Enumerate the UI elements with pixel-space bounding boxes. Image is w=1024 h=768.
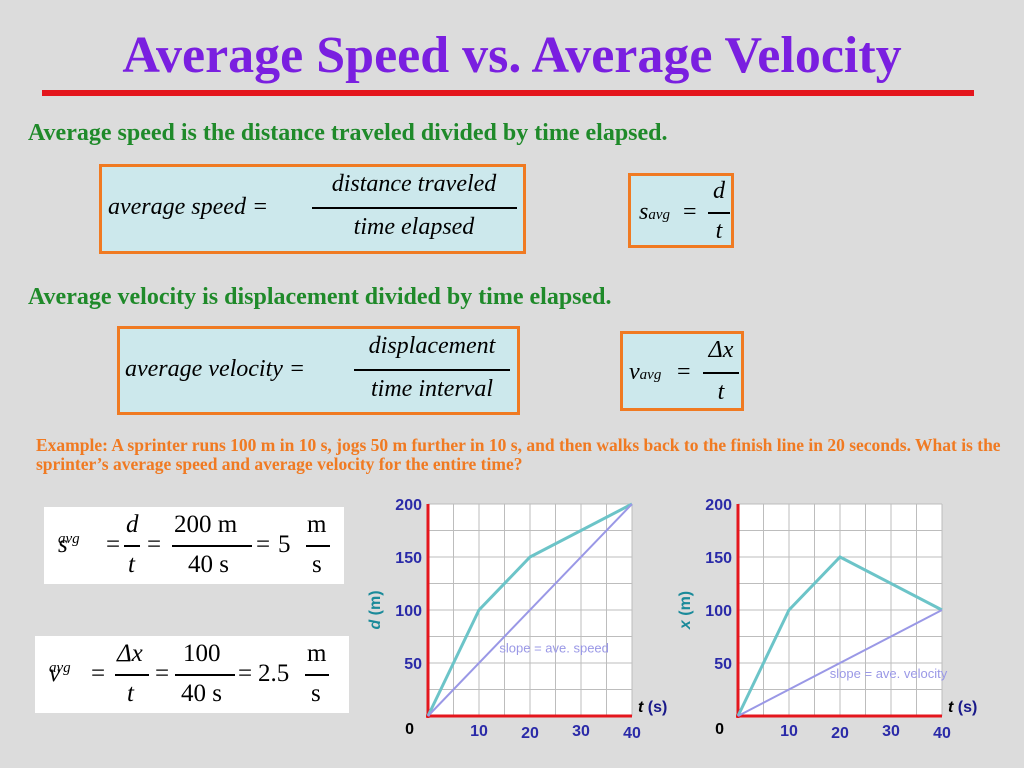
speed-calculation: s avg = d t = 200 m 40 s = 5 m s <box>44 507 344 584</box>
x-tick-label: 30 <box>572 723 590 740</box>
calc-dx: Δx <box>117 640 143 667</box>
eq-sign: = <box>677 359 691 385</box>
x-tick-label: 20 <box>831 725 849 742</box>
y-axis-label: x (m) <box>677 591 694 630</box>
fraction-bar <box>703 372 739 374</box>
series-line-slope <box>427 503 633 717</box>
series-line-slope <box>737 609 943 717</box>
y-tick-label: 150 <box>705 550 732 567</box>
x-tick-label: 10 <box>470 723 488 740</box>
origin-label: 0 <box>715 721 724 738</box>
y-tick-label: 100 <box>395 603 422 620</box>
x-axis-label: t (s) <box>948 699 977 716</box>
fraction-bar <box>305 674 329 676</box>
origin-label: 0 <box>405 721 414 738</box>
slide-title: Average Speed vs. Average Velocity <box>122 27 902 84</box>
x-tick-label: 40 <box>933 725 951 742</box>
eq-lhs: average velocity = <box>125 356 306 382</box>
calc-eq: = <box>91 660 106 687</box>
slope-annotation: slope = ave. velocity <box>830 666 948 681</box>
calc-distance: 200 m <box>174 511 238 538</box>
calc-result: 5 <box>278 531 291 558</box>
y-tick-label: 200 <box>395 497 422 514</box>
eq-numerator: Δx <box>708 337 734 363</box>
calc-result: 2.5 <box>258 660 290 687</box>
fraction-bar <box>354 369 510 371</box>
fraction-bar <box>306 545 330 547</box>
eq-lhs: average speed = <box>108 194 269 220</box>
y-tick-label: 200 <box>705 497 732 514</box>
y-tick-label: 100 <box>705 603 732 620</box>
calc-time: 40 s <box>181 680 222 707</box>
speed-word-equation: average speed = distance traveled time e… <box>99 164 526 254</box>
y-tick-label: 50 <box>404 656 422 673</box>
series-line-position <box>736 555 943 717</box>
velocity-heading: Average velocity is displacement divided… <box>28 284 612 310</box>
fraction-bar <box>115 674 149 676</box>
eq-numerator: displacement <box>368 333 496 359</box>
fraction-bar <box>172 545 252 547</box>
calc-unit-s: s <box>311 680 321 707</box>
slope-annotation: slope = ave. speed <box>499 640 609 655</box>
x-axis-label: t (s) <box>638 699 667 716</box>
eq-symbol: savg <box>639 199 671 225</box>
velocity-word-equation: average velocity = displacement time int… <box>117 326 520 415</box>
eq-sign: = <box>683 199 697 225</box>
y-tick-label: 150 <box>395 550 422 567</box>
y-axis-label: d (m) <box>367 590 384 629</box>
calc-eq: = <box>256 531 271 558</box>
fraction-bar <box>124 545 140 547</box>
calc-eq: = <box>106 531 121 558</box>
velocity-calculation: v avg = Δx t = 100 40 s = 2.5 m s <box>35 636 349 713</box>
calc-t: t <box>127 680 134 707</box>
example-problem: Example: A sprinter runs 100 m in 10 s, … <box>36 435 1001 474</box>
calc-eq: = <box>147 531 162 558</box>
calc-unit-m: m <box>307 511 327 538</box>
eq-denominator: time interval <box>371 376 493 402</box>
eq-denominator: t <box>717 379 725 405</box>
calc-time: 40 s <box>188 551 229 578</box>
eq-numerator: distance traveled <box>331 171 497 197</box>
eq-denominator: t <box>715 218 723 244</box>
calc-unit-s: s <box>312 551 322 578</box>
fraction-bar <box>708 212 730 214</box>
speed-symbol-equation: savg = d t <box>628 173 734 248</box>
fraction-bar <box>312 207 517 209</box>
calc-eq: = <box>238 660 253 687</box>
calc-d: d <box>126 511 139 538</box>
calc-displacement: 100 <box>183 640 221 667</box>
position-time-graph: 50 100 150 200 10 20 30 40 0 t (s) x (m) slope = av… <box>677 497 977 742</box>
fraction-bar <box>175 674 235 676</box>
x-tick-label: 20 <box>521 725 539 742</box>
velocity-symbol-equation: vavg = Δx t <box>620 331 744 411</box>
y-tick-label: 50 <box>714 656 732 673</box>
eq-symbol: vavg <box>629 359 662 385</box>
x-tick-label: 10 <box>780 723 798 740</box>
speed-heading: Average speed is the distance traveled d… <box>28 120 668 146</box>
eq-denominator: time elapsed <box>353 214 475 240</box>
x-tick-label: 40 <box>623 725 641 742</box>
series-line-distance <box>426 502 633 717</box>
calc-t: t <box>128 551 135 578</box>
eq-numerator: d <box>713 178 725 204</box>
distance-time-graph: 50 100 150 200 10 20 30 40 0 t (s) d (m) slope = av… <box>367 497 667 742</box>
calc-unit-m: m <box>307 640 327 667</box>
calc-eq: = <box>155 660 170 687</box>
title-underline <box>42 90 974 96</box>
x-tick-label: 30 <box>882 723 900 740</box>
